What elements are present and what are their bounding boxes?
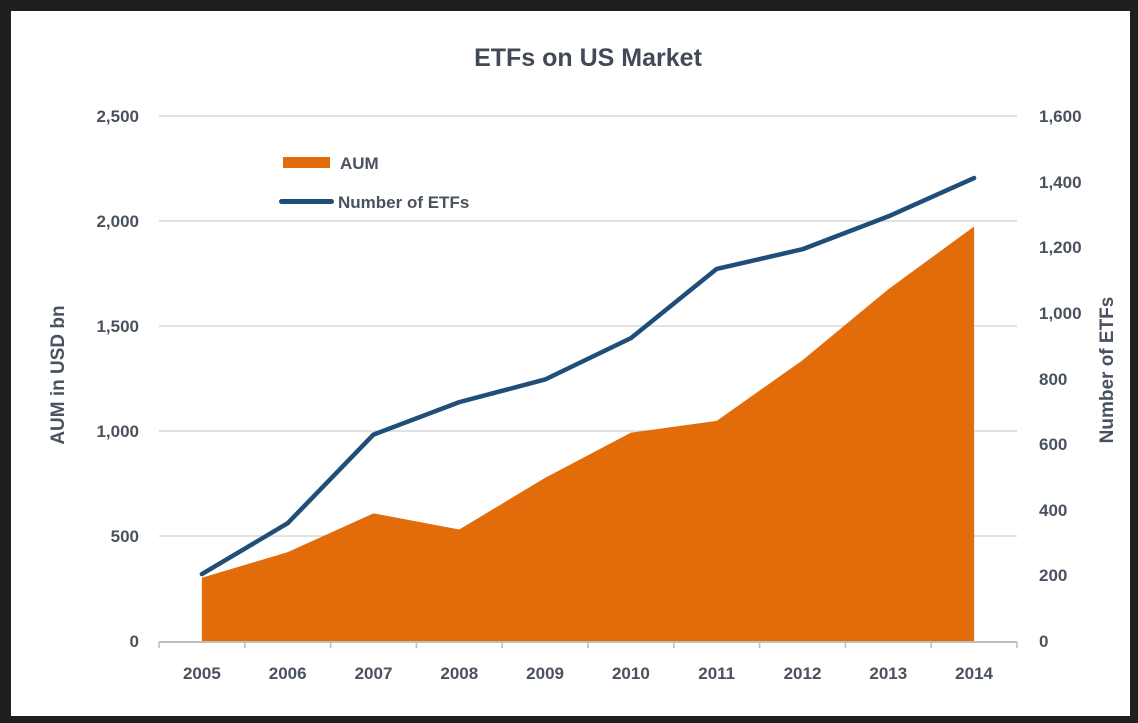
right-axis-tick-label: 1,000 — [1039, 303, 1082, 323]
legend-etfs-label: Number of ETFs — [338, 193, 470, 212]
left-axis-tick-label: 500 — [110, 527, 139, 546]
x-axis-tick-label: 2006 — [268, 664, 307, 683]
left-axis-tick-label: 0 — [129, 632, 139, 651]
x-axis-tick-label: 2005 — [182, 664, 221, 683]
right-axis-tick-label: 200 — [1039, 566, 1068, 586]
x-axis-tick-label: 2008 — [440, 664, 479, 683]
aum-area-series — [201, 226, 975, 641]
legend-aum-label: AUM — [340, 154, 379, 173]
chart-canvas: ETFs on US Market AUM Number of ETFs AUM… — [11, 11, 1130, 716]
x-axis-tick-label: 2012 — [783, 664, 822, 683]
x-axis-tick-label: 2014 — [955, 664, 993, 683]
x-axis-tick-label: 2009 — [526, 664, 564, 683]
left-axis-tick-label: 1,000 — [96, 422, 139, 441]
legend-aum-swatch — [283, 157, 330, 168]
plot-area — [158, 115, 1018, 648]
x-axis-tick-label: 2011 — [698, 664, 736, 683]
left-axis-tick-label: 1,500 — [96, 317, 139, 336]
right-axis-tick-label: 400 — [1039, 500, 1068, 520]
left-axis-tick-label: 2,500 — [96, 107, 139, 126]
right-axis-tick-label: 800 — [1039, 369, 1068, 389]
chart-title: ETFs on US Market — [474, 44, 702, 72]
legend-etf-line-swatch — [279, 199, 334, 204]
right-axis-tick-label: 1,400 — [1039, 172, 1082, 192]
left-axis-title: AUM in USD bn — [48, 305, 69, 445]
left-axis-tick-label: 2,000 — [96, 212, 139, 231]
x-axis-tick-label: 2013 — [869, 664, 908, 683]
x-axis-tick-label: 2010 — [611, 664, 650, 683]
right-axis-tick-label: 1,600 — [1039, 107, 1082, 126]
right-axis-tick-label: 600 — [1039, 435, 1068, 455]
x-axis-tick-label: 2007 — [354, 664, 393, 683]
right-axis-tick-label: 0 — [1039, 632, 1049, 651]
right-axis-tick-label: 1,200 — [1039, 238, 1082, 258]
etf-count-line-series — [199, 175, 977, 577]
